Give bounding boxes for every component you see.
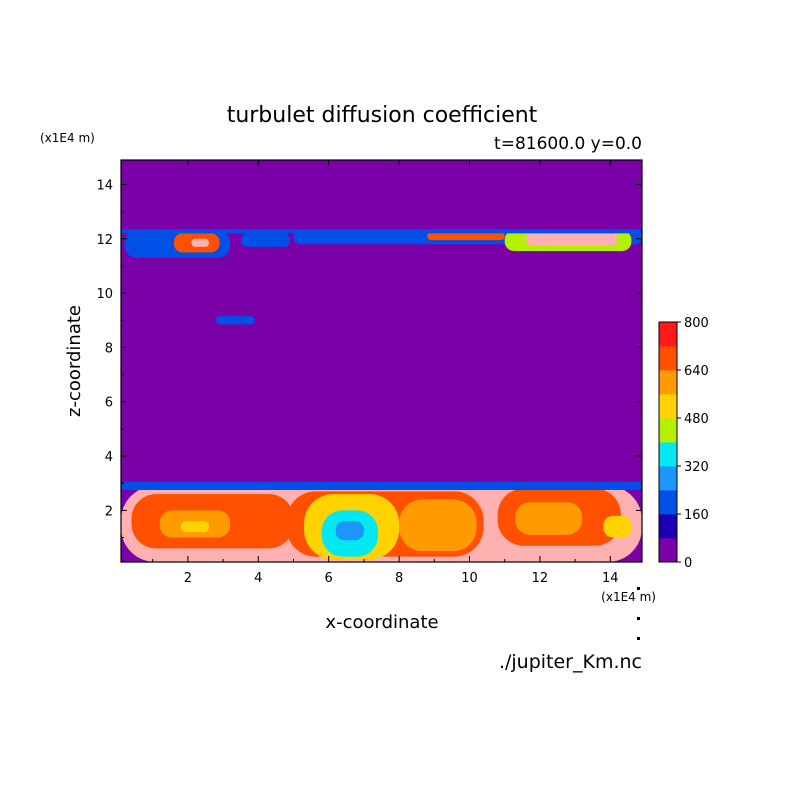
y-tick-label-3: 8 [105, 341, 113, 356]
colorbar-label-5: 800 [684, 316, 709, 331]
x-axis-unit: (x1E4 m) [601, 590, 656, 604]
contour-region-15 [240, 233, 290, 247]
x-tick-label-2: 6 [325, 571, 333, 586]
x-tick-label-6: 14 [602, 571, 619, 586]
y-tick-label-4: 10 [96, 287, 113, 302]
colorbar-label-4: 640 [684, 364, 709, 379]
corner-marks [637, 587, 640, 640]
colorbar-segment-0 [659, 538, 677, 563]
contour-region-10 [515, 502, 583, 535]
colorbar-label-0: 0 [684, 556, 692, 571]
colorbar-segment-3 [659, 466, 677, 491]
contour-region-11 [603, 515, 632, 538]
colorbar-segment-9 [659, 322, 677, 347]
x-tick-label-1: 4 [254, 571, 262, 586]
x-tick-label-4: 10 [461, 571, 478, 586]
contour-field [121, 160, 642, 562]
x-tick-label-0: 2 [184, 571, 192, 586]
y-tick-label-0: 2 [105, 504, 113, 519]
contour-region-14 [191, 238, 210, 247]
contour-region-16 [216, 316, 255, 325]
x-tick-label-3: 8 [395, 571, 403, 586]
colorbar-label-2: 320 [684, 460, 709, 475]
contour-region-18 [427, 231, 505, 241]
colorbar-segment-1 [659, 514, 677, 539]
contour-region-22 [121, 229, 642, 234]
y-tick-label-6: 14 [96, 178, 113, 193]
contour-region-20 [525, 231, 618, 246]
y-axis-label: z-coordinate [64, 305, 85, 417]
y-axis-unit: (x1E4 m) [40, 131, 95, 145]
colorbar-segment-8 [659, 346, 677, 371]
plot-frame [120, 159, 643, 563]
colorbar-segment-5 [659, 418, 677, 443]
contour-region-8 [399, 499, 477, 552]
colorbar-segment-6 [659, 394, 677, 419]
x-axis-label: x-coordinate [325, 612, 438, 633]
colorbar-segment-2 [659, 490, 677, 515]
y-tick-label-1: 4 [105, 450, 113, 465]
y-tick-label-5: 12 [96, 233, 113, 248]
source-filename: ./jupiter_Km.nc [499, 651, 642, 673]
contour-region-21 [121, 481, 642, 491]
y-tick-label-2: 6 [105, 396, 113, 411]
chart-subtitle: t=81600.0 y=0.0 [494, 134, 642, 154]
colorbar-label-1: 160 [684, 508, 709, 523]
y-axis: 2 4 6 8 10 12 14 [96, 178, 642, 539]
colorbar-frame [658, 321, 678, 563]
chart-title: turbulet diffusion coefficient [227, 103, 538, 128]
contour-region-7 [335, 521, 364, 541]
colorbar-label-3: 480 [684, 412, 709, 427]
colorbar-segment-7 [659, 370, 677, 395]
x-tick-label-5: 12 [532, 571, 549, 586]
colorbar: 0 160 320 480 640 800 [658, 316, 709, 571]
x-axis: 2 4 6 8 10 12 14 [152, 160, 619, 586]
colorbar-segment-4 [659, 442, 677, 467]
contour-region-3 [180, 521, 210, 533]
